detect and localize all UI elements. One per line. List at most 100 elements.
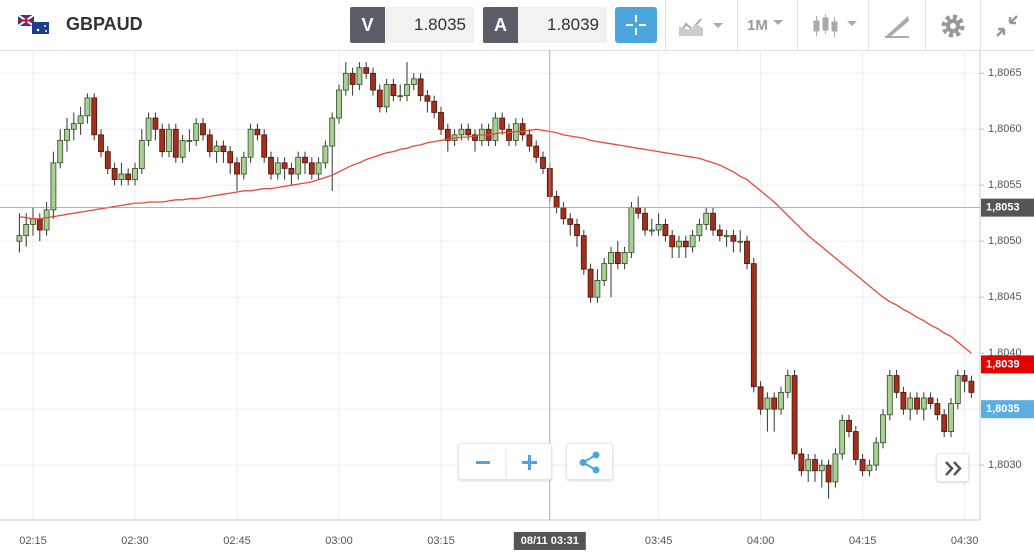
candle-body [172,128,179,158]
candle-body [179,140,186,158]
candle-body [444,128,451,141]
x-tick-label: 04:15 [849,535,877,547]
x-tick-label: 02:30 [121,535,149,547]
candle-body [159,128,166,153]
candle-body [118,173,125,181]
candle-body [492,117,499,141]
candle-body [873,442,880,466]
separator [665,0,666,50]
candle-body [920,397,927,410]
candle-body [533,145,540,158]
share-button[interactable] [566,443,613,480]
candle-body [397,95,404,98]
separator [737,0,738,50]
buy-price[interactable]: 1.8039 [518,7,607,43]
crosshair-price-label: 1,8053 [986,202,1020,214]
candle-type-button[interactable] [812,12,860,40]
candle-body [145,117,152,141]
candle-body [200,123,206,136]
candle-body [859,459,866,472]
candle-body [23,224,30,237]
candle-body [383,84,390,108]
price-tag [981,355,1034,374]
candle-body [723,235,730,238]
candle-body [893,375,900,393]
candle-body [404,84,410,97]
separator [925,0,926,50]
candle-body [852,431,859,460]
candle-body [84,97,91,117]
candle-body [438,112,444,130]
candle-body [567,218,574,225]
chart-type-button[interactable] [676,14,728,38]
dropdown-arrow [773,20,783,25]
drawing-tools-button[interactable] [882,12,912,40]
toolbar: GBPAUD V 1.8035 A 1.8039 1M [0,0,1034,51]
candle-body [308,162,315,175]
candle-body [757,386,764,410]
candle-body [30,218,36,225]
price-tag [981,400,1034,419]
candle-body [560,207,567,220]
candle-body [227,151,234,164]
candle-body [152,117,159,130]
candle-body [268,156,274,175]
moving-average [19,128,972,354]
candle-body [764,397,771,410]
candle-body [526,134,533,147]
candle-body [98,134,104,153]
x-tick-label: 03:45 [645,535,673,547]
separator [868,0,869,50]
candle-body [587,268,594,298]
candle-body [281,162,288,169]
candle-body [410,78,417,85]
timeframe[interactable]: 1M [747,17,768,34]
sell-price[interactable]: 1.8035 [385,7,474,43]
candle-body [621,252,628,265]
candle-body [322,145,329,164]
candle-body [682,240,689,248]
candle-body [886,375,893,416]
scroll-to-end-button[interactable] [936,453,969,482]
candle-body [784,375,791,393]
candle-body [710,212,716,231]
candle-body [104,151,111,169]
chart: 1,80301,80351,80401,80451,80501,80551,80… [0,50,1034,550]
candle-body [880,414,886,444]
separator [980,0,981,50]
candle-body [839,419,846,455]
candle-body [832,453,839,483]
candle-body [240,156,247,175]
candle-body [553,196,560,209]
settings-button[interactable] [939,12,967,40]
candle-body [254,128,261,136]
candle-body [342,72,349,91]
candle-body [771,397,778,410]
symbol[interactable]: GBPAUD [66,14,143,34]
candle-body [594,280,601,298]
candle-body [111,168,118,181]
candle-body [57,140,64,164]
candle-body [302,156,308,164]
candle-body [716,229,723,237]
candle-body [506,128,512,141]
candle-body [356,67,363,85]
candle-body [791,375,798,455]
zoom-controls [458,443,552,480]
candle-body [574,224,580,237]
buy-label[interactable]: A [483,7,518,43]
candle-body [376,89,383,108]
sell-label[interactable]: V [350,7,385,43]
candle-body [91,97,98,136]
price-tag-label: 1,8035 [986,403,1020,415]
candle-body [465,128,472,136]
candle-body [138,140,145,169]
candle-body [818,464,825,472]
candle-body [424,95,431,102]
crosshair-button[interactable] [615,7,657,43]
crosshair-time-label: 08/11 03:31 [521,535,579,547]
candle-body [703,212,710,225]
x-tick-label: 04:30 [951,535,979,547]
collapse-button[interactable] [994,13,1020,39]
